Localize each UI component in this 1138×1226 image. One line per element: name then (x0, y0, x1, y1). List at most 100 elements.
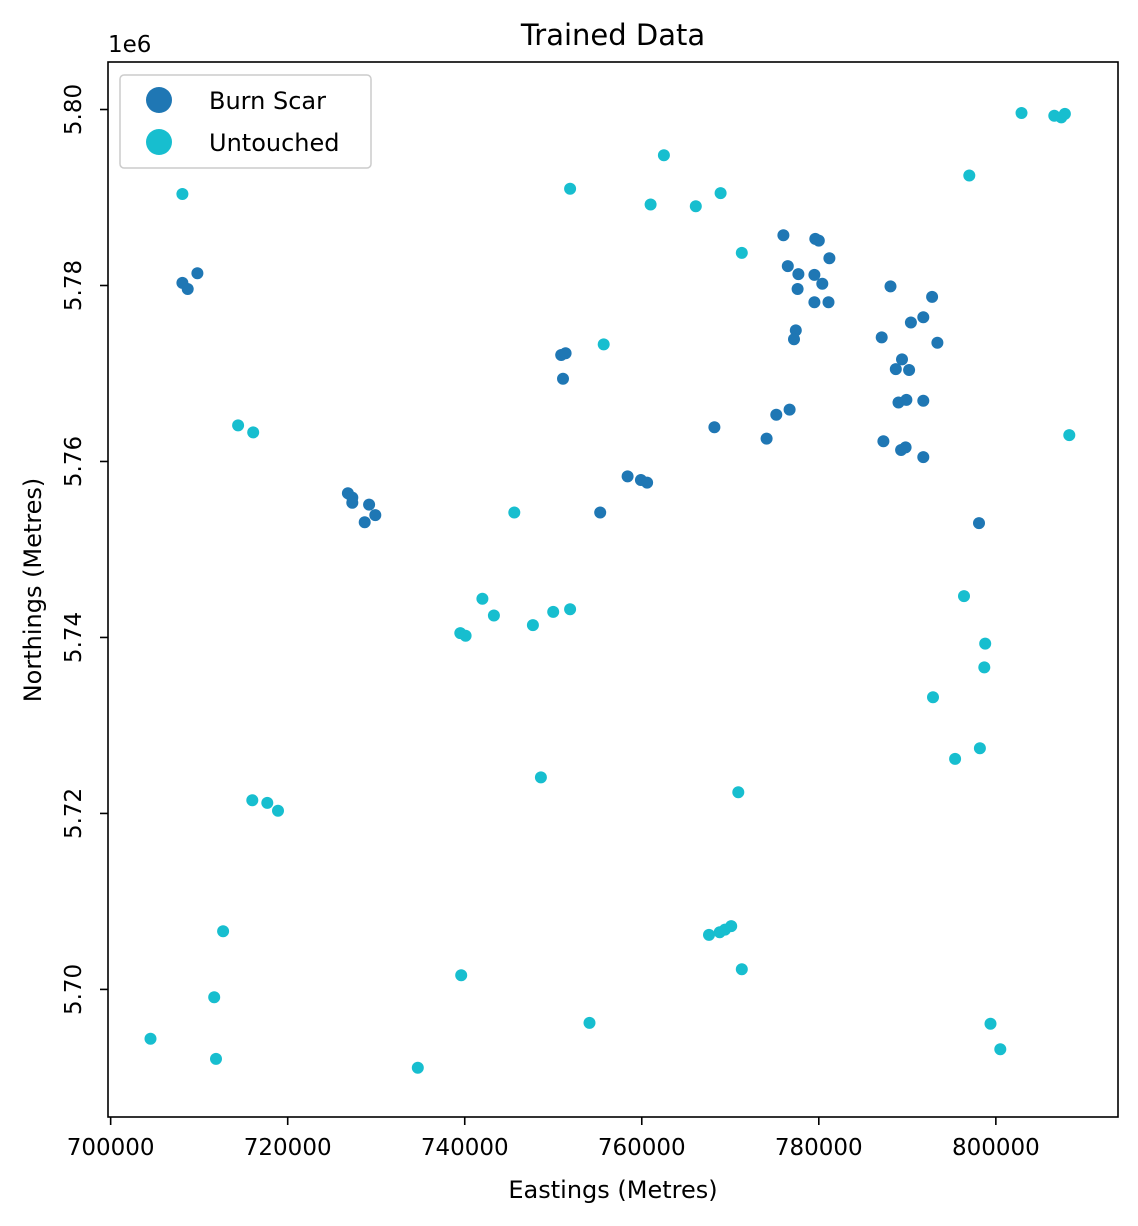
data-point-untouched (689, 200, 702, 213)
data-point-burn-scar (903, 364, 916, 376)
x-tick-label: 700000 (67, 1135, 155, 1161)
y-tick-label: 5.70 (61, 964, 87, 1015)
data-point-untouched (261, 796, 274, 809)
data-point-untouched (564, 603, 577, 616)
legend-marker-untouched (146, 129, 172, 155)
data-point-untouched (732, 786, 745, 799)
data-point-burn-scar (917, 451, 930, 464)
data-point-untouched (411, 1061, 424, 1074)
data-point-untouched (487, 609, 500, 622)
data-point-untouched (564, 182, 577, 195)
legend-box (119, 74, 372, 169)
data-point-untouched (949, 752, 962, 765)
legend-label-untouched: Untouched (209, 129, 340, 157)
y-axis-ticks: 5.70 5.72 5.74 5.76 5.78 5.80 (61, 84, 108, 1015)
data-point-burn-scar (917, 311, 930, 324)
data-point-untouched (272, 804, 284, 817)
data-point-untouched (144, 1032, 157, 1045)
data-point-untouched (208, 991, 221, 1004)
data-point-burn-scar (931, 336, 944, 349)
data-point-burn-scar (641, 476, 654, 489)
x-axis-ticks: 700000 720000 740000 760000 780000 800000 (67, 1117, 1040, 1161)
data-point-untouched (644, 198, 657, 211)
data-point-burn-scar (973, 517, 985, 530)
data-point-untouched (735, 963, 748, 976)
data-point-burn-scar (369, 509, 382, 522)
data-point-untouched (508, 506, 521, 519)
data-point-untouched (1015, 107, 1028, 119)
data-point-untouched (978, 661, 991, 674)
data-point-burn-scar (875, 331, 888, 344)
data-point-untouched (994, 1043, 1007, 1056)
data-point-untouched (247, 426, 260, 439)
data-point-burn-scar (181, 283, 194, 295)
data-point-untouched (963, 169, 976, 182)
data-point-untouched (979, 637, 992, 650)
data-point-untouched (735, 246, 748, 259)
x-axis-label: Eastings (Metres) (508, 1176, 717, 1204)
x-tick-label: 800000 (952, 1135, 1040, 1161)
data-point-untouched (984, 1017, 997, 1030)
data-point-untouched (714, 187, 727, 200)
chart-title: Trained Data (520, 18, 705, 52)
data-point-untouched (583, 1016, 596, 1029)
legend: Burn Scar Untouched (119, 74, 372, 169)
data-point-burn-scar (884, 280, 897, 293)
data-point-untouched (597, 338, 610, 351)
data-point-burn-scar (760, 432, 773, 445)
data-point-untouched (176, 188, 189, 200)
y-tick-label: 5.72 (61, 788, 87, 839)
data-point-burn-scar (363, 498, 376, 511)
y-tick-label: 5.80 (61, 84, 87, 135)
legend-marker-burn-scar (146, 87, 172, 113)
data-point-untouched (958, 590, 970, 603)
data-point-burn-scar (808, 268, 821, 281)
data-point-untouched (725, 920, 738, 933)
data-point-burn-scar (877, 435, 890, 448)
data-point-untouched (217, 925, 230, 938)
data-point-burn-scar (358, 516, 371, 529)
data-point-burn-scar (781, 260, 794, 273)
data-point-burn-scar (889, 363, 902, 376)
data-point-untouched (210, 1052, 222, 1065)
data-point-untouched (927, 691, 939, 704)
y-axis-label: Northings (Metres) (19, 478, 47, 703)
data-point-burn-scar (557, 372, 569, 385)
data-point-untouched (1058, 107, 1071, 120)
plot-area (108, 62, 1118, 1117)
data-point-burn-scar (812, 234, 825, 247)
data-point-burn-scar (904, 316, 917, 329)
data-point-burn-scar (917, 394, 930, 407)
data-point-burn-scar (594, 506, 607, 519)
data-point-burn-scar (191, 267, 204, 280)
data-point-burn-scar (899, 441, 912, 454)
data-point-untouched (973, 742, 986, 755)
data-point-untouched (657, 149, 670, 162)
data-point-burn-scar (708, 421, 721, 434)
data-point-burn-scar (823, 252, 836, 265)
data-point-untouched (547, 605, 560, 618)
data-point-burn-scar (788, 333, 800, 346)
y-tick-label: 5.76 (61, 436, 87, 487)
data-point-burn-scar (896, 353, 908, 366)
data-point-burn-scar (792, 268, 805, 281)
data-point-untouched (459, 629, 472, 642)
data-point-untouched (1063, 429, 1076, 442)
y-axis-offset-label: 1e6 (108, 32, 151, 58)
data-point-burn-scar (777, 229, 790, 242)
data-point-burn-scar (621, 470, 634, 483)
data-point-burn-scar (816, 277, 829, 290)
points-layer (144, 107, 1076, 1074)
data-point-burn-scar (900, 393, 913, 406)
data-point-untouched (246, 794, 259, 807)
data-point-burn-scar (559, 347, 572, 360)
data-point-burn-scar (770, 408, 783, 421)
data-point-burn-scar (791, 283, 804, 295)
legend-label-burn-scar: Burn Scar (209, 87, 326, 115)
y-tick-label: 5.78 (61, 260, 87, 311)
data-point-burn-scar (822, 296, 835, 309)
data-point-untouched (476, 592, 489, 605)
y-tick-label: 5.74 (61, 612, 87, 663)
x-tick-label: 720000 (244, 1135, 332, 1161)
